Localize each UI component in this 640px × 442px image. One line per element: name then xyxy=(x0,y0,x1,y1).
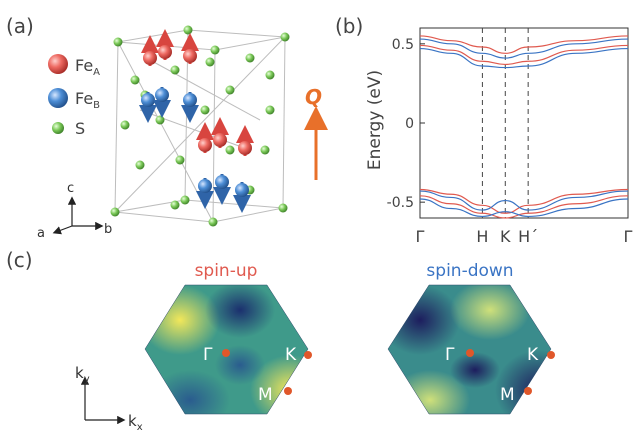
spin-down-title: spin-down xyxy=(426,261,513,281)
axes-triad xyxy=(52,196,104,235)
bz-dn-m-point xyxy=(524,387,532,395)
brillouin-zone-panels: spin-up spin-down Γ K M xyxy=(75,261,555,433)
fe-a-atom xyxy=(198,138,212,152)
fe-a-atom xyxy=(158,45,172,59)
x-tick-label: Γ xyxy=(416,227,425,246)
band-line-down xyxy=(419,198,629,218)
s-atom xyxy=(110,207,120,217)
s-atom xyxy=(170,65,180,75)
fe-b-atom xyxy=(155,88,169,102)
fe-b-atom xyxy=(141,93,155,107)
s-atom xyxy=(265,70,275,80)
s-atom xyxy=(210,45,220,55)
s-atom xyxy=(260,145,270,155)
spin-up-points: Γ K M xyxy=(203,345,312,405)
s-atom xyxy=(180,195,190,205)
fe-a-atom xyxy=(213,133,227,147)
ky-label: ky xyxy=(75,364,90,385)
spin-up-title: spin-up xyxy=(195,261,258,281)
axis-a-label: a xyxy=(37,226,45,241)
s-atom xyxy=(155,115,165,125)
panel-label-b: (b) xyxy=(335,14,364,38)
y-tick-label: 0.5 xyxy=(392,37,414,53)
bz-dn-k-point xyxy=(547,351,555,359)
bz-up-k-point xyxy=(304,351,312,359)
band-line-up xyxy=(419,44,629,66)
fe-b-legend-icon xyxy=(48,88,68,108)
s-atom xyxy=(175,155,185,165)
k-axes xyxy=(80,376,126,425)
s-atom xyxy=(120,120,130,130)
q-label: Q xyxy=(305,85,322,109)
fe-a-legend-icon xyxy=(48,54,68,74)
fe-a-atom xyxy=(238,141,252,155)
band-structure-chart: Energy (eV) 0.50-0.5Γ H K H´ Γ xyxy=(365,27,633,246)
axis-b-label: b xyxy=(104,222,112,237)
s-atom xyxy=(183,25,193,35)
y-tick-label: 0 xyxy=(405,116,414,132)
plot-frame xyxy=(419,27,629,219)
s-atom xyxy=(208,217,218,227)
bz-up-gamma-label: Γ xyxy=(203,345,213,365)
s-atom xyxy=(280,32,290,42)
legend-fe-b: FeB xyxy=(75,89,100,111)
band-line-down xyxy=(419,190,629,211)
fe-b-atom xyxy=(235,183,249,197)
band-line-down xyxy=(419,47,629,69)
bz-up-gamma-point xyxy=(222,349,230,357)
x-tick-label: H´ xyxy=(518,227,538,246)
bz-up-m-point xyxy=(284,387,292,395)
bz-dn-gamma-point xyxy=(466,349,474,357)
kx-label: kx xyxy=(128,412,143,433)
spin-up-heatmap xyxy=(145,285,308,414)
bz-dn-m-label: M xyxy=(500,385,515,405)
band-line-up xyxy=(419,195,629,219)
bz-dn-gamma-label: Γ xyxy=(445,345,455,365)
x-tick-label: K xyxy=(500,227,511,246)
s-atom xyxy=(245,53,255,63)
spin-down-points: Γ K M xyxy=(445,345,555,405)
legend-fe-a: FeA xyxy=(75,56,100,78)
panel-label-a: (a) xyxy=(6,14,34,38)
bz-up-m-label: M xyxy=(258,385,273,405)
atom-legend: FeA FeB S xyxy=(48,54,100,138)
axis-c-label: c xyxy=(67,181,74,196)
x-tick-label: Γ xyxy=(624,227,633,246)
fe-a-atom xyxy=(143,51,157,65)
s-atom xyxy=(130,75,140,85)
unit-cell-frame xyxy=(114,29,286,223)
s-atom xyxy=(265,105,275,115)
fe-b-atom xyxy=(183,93,197,107)
s-atom xyxy=(135,160,145,170)
atoms xyxy=(110,25,290,227)
bz-dn-k-label: K xyxy=(527,345,539,365)
s-atom xyxy=(205,57,215,67)
bz-up-k-label: K xyxy=(285,345,297,365)
band-line-up xyxy=(419,35,629,54)
s-atom xyxy=(170,200,180,210)
band-line-down xyxy=(419,38,629,59)
crystal-structure: FeA FeB S c a b Q xyxy=(37,25,328,241)
s-atom xyxy=(200,105,210,115)
s-legend-icon xyxy=(52,122,64,134)
y-tick-label: -0.5 xyxy=(387,195,414,211)
s-atom xyxy=(278,203,288,213)
panel-label-c: (c) xyxy=(6,248,33,272)
fe-b-atom xyxy=(198,179,212,193)
s-atom xyxy=(225,85,235,95)
legend-s: S xyxy=(75,119,85,138)
fe-a-atom xyxy=(183,49,197,63)
fe-b-atom xyxy=(215,175,229,189)
s-atom xyxy=(225,145,235,155)
x-tick-label: H xyxy=(476,227,488,246)
band-line-up xyxy=(419,188,629,214)
s-atom xyxy=(113,37,123,47)
y-axis-label: Energy (eV) xyxy=(365,70,385,170)
